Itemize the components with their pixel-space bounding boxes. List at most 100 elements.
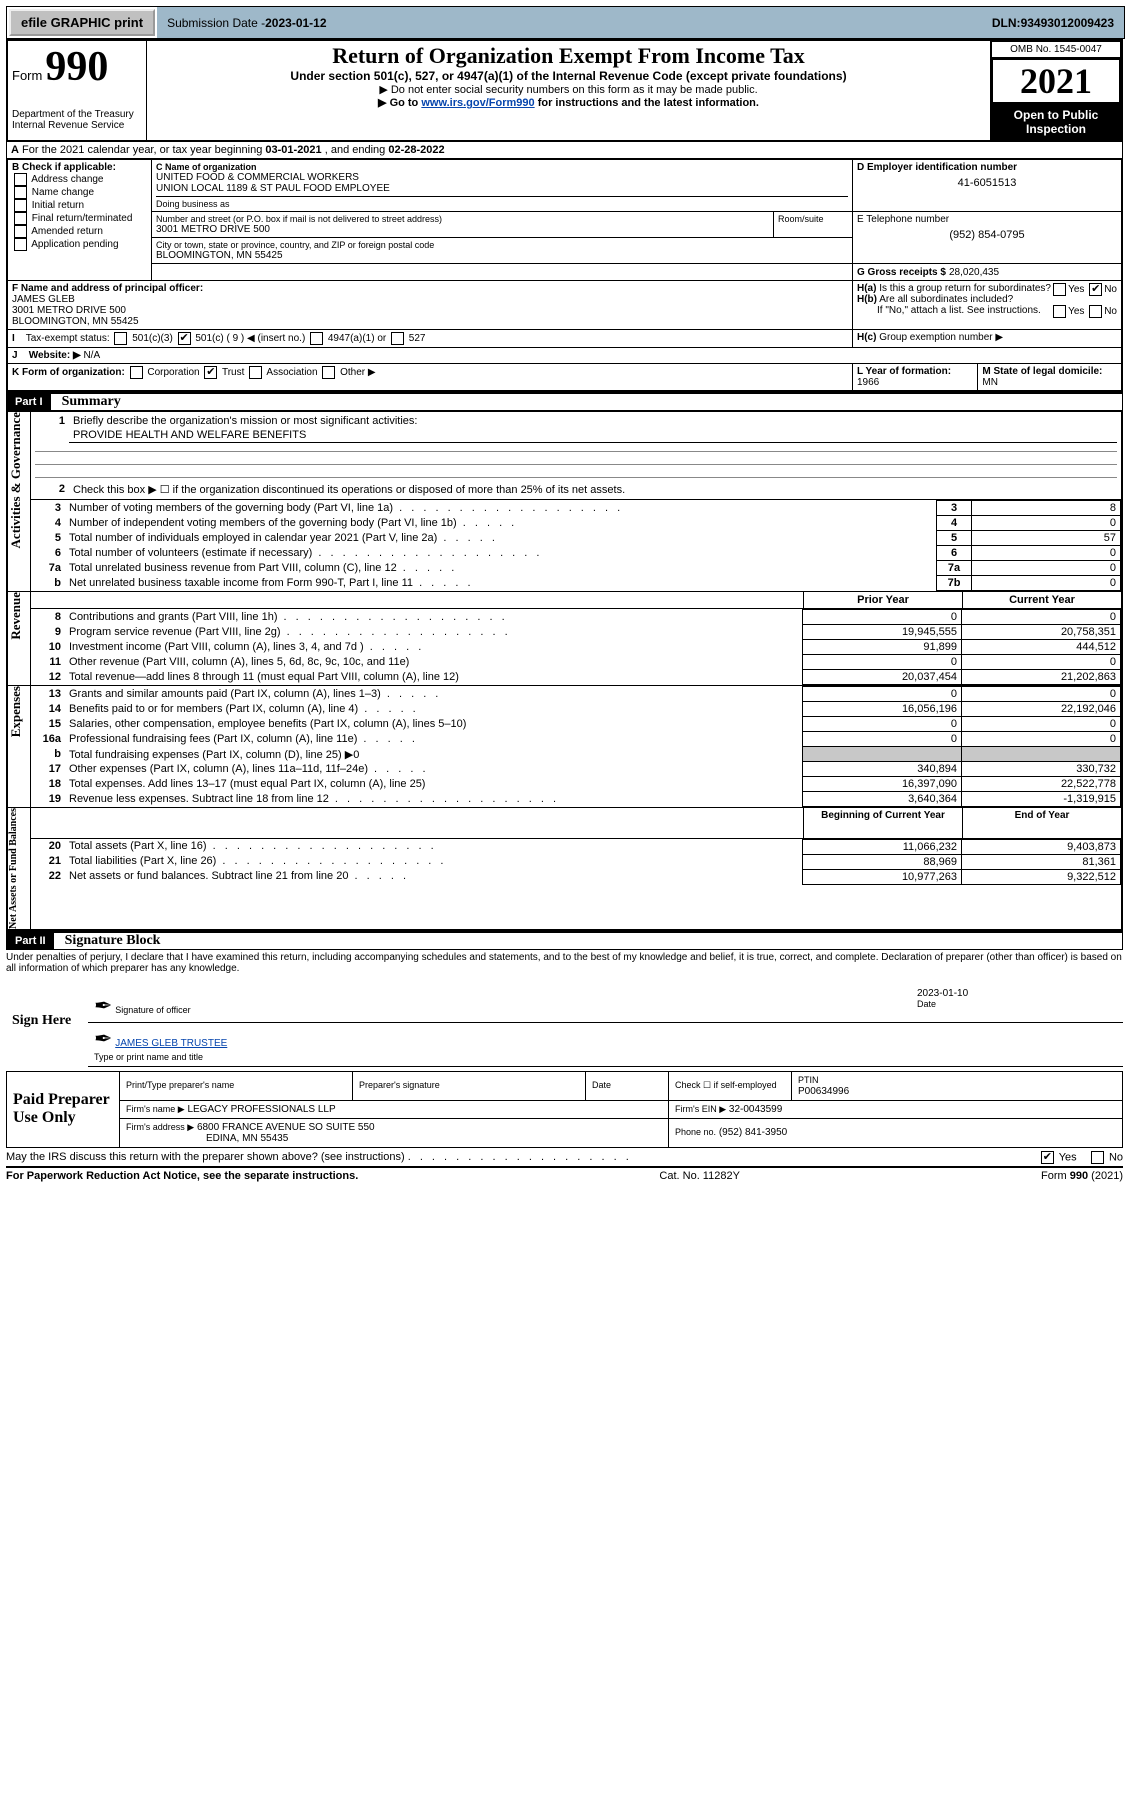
footer-row: For Paperwork Reduction Act Notice, see …	[6, 1168, 1123, 1184]
line-text: Total fundraising expenses (Part IX, col…	[65, 747, 803, 762]
boxb-checkbox[interactable]	[14, 238, 27, 251]
boxb-checkbox[interactable]	[14, 225, 27, 238]
prep-date-label: Date	[592, 1080, 611, 1090]
irs-link[interactable]: www.irs.gov/Form990	[421, 97, 534, 109]
ein-value: 41-6051513	[857, 173, 1117, 193]
addr-label: Number and street (or P.O. box if mail i…	[156, 214, 769, 224]
return-title: Return of Organization Exempt From Incom…	[151, 43, 986, 69]
efile-print-button[interactable]: efile GRAPHIC print	[9, 9, 155, 36]
line-text: Total liabilities (Part X, line 26)	[65, 854, 803, 869]
tax-year: 2021	[991, 58, 1121, 104]
hb-no-checkbox[interactable]	[1089, 305, 1102, 318]
ha-no-checkbox[interactable]	[1089, 283, 1102, 296]
col-end-year: End of Year	[963, 808, 1123, 839]
side-expenses: Expenses	[8, 686, 24, 737]
officer-name: JAMES GLEB	[12, 294, 848, 305]
box-i-label: Tax-exempt status:	[26, 333, 110, 344]
box-c-label: C Name of organization	[156, 162, 848, 172]
header-sub1: Under section 501(c), 527, or 4947(a)(1)…	[151, 69, 986, 83]
part1-header-row: Part I Summary	[6, 392, 1123, 411]
boxk-checkbox[interactable]	[249, 366, 262, 379]
box-e-label: E Telephone number	[857, 214, 1117, 225]
firm-addr1: 6800 FRANCE AVENUE SO SUITE 550	[197, 1122, 375, 1133]
line-text: Salaries, other compensation, employee b…	[65, 717, 803, 732]
entity-info-table: B Check if applicable: Address change Na…	[6, 159, 1123, 392]
side-revenue: Revenue	[8, 592, 24, 640]
top-toolbar: efile GRAPHIC print Submission Date - 20…	[6, 6, 1125, 39]
i-4947-checkbox[interactable]	[310, 332, 323, 345]
i-501c3-checkbox[interactable]	[114, 332, 127, 345]
firm-name: LEGACY PROFESSIONALS LLP	[187, 1104, 335, 1115]
dln-box: DLN: 93493012009423	[982, 7, 1124, 38]
gross-receipts: 28,020,435	[949, 267, 999, 278]
discuss-no-checkbox[interactable]	[1091, 1151, 1104, 1164]
hb-yes: Yes	[1068, 306, 1084, 317]
box-k-label: K Form of organization:	[12, 367, 125, 378]
sign-here-label: Sign Here	[6, 976, 88, 1067]
city-label: City or town, state or province, country…	[156, 240, 848, 250]
line-text: Contributions and grants (Part VIII, lin…	[65, 610, 803, 625]
firm-ein-label: Firm's EIN ▶	[675, 1104, 726, 1114]
boxb-checkbox[interactable]	[14, 199, 27, 212]
boxk-checkbox[interactable]	[204, 366, 217, 379]
dln-label: DLN:	[992, 16, 1021, 30]
cat-no: Cat. No. 11282Y	[659, 1170, 740, 1182]
line-text: Investment income (Part VIII, column (A)…	[65, 640, 803, 655]
boxk-checkbox[interactable]	[130, 366, 143, 379]
boxb-checkbox[interactable]	[14, 212, 27, 225]
rows-revenue: 8Contributions and grants (Part VIII, li…	[31, 609, 1121, 685]
side-activities-governance: Activities & Governance	[8, 412, 24, 548]
prep-sig-label: Preparer's signature	[359, 1080, 440, 1090]
boxk-checkbox[interactable]	[322, 366, 335, 379]
phone-label: Phone no.	[675, 1127, 716, 1137]
box-j-label: Website: ▶	[29, 350, 81, 361]
toolbar-spacer	[337, 7, 982, 38]
part1-header: Part I	[7, 394, 51, 410]
sub3-post: for instructions and the latest informat…	[538, 97, 759, 109]
i-501c: 501(c) ( 9 ) ◀ (insert no.)	[195, 333, 305, 344]
street-value: 3001 METRO DRIVE 500	[156, 224, 769, 235]
city-value: BLOOMINGTON, MN 55425	[156, 250, 848, 261]
officer-name-sig[interactable]: JAMES GLEB TRUSTEE	[115, 1038, 227, 1049]
i-501c-checkbox[interactable]	[178, 332, 191, 345]
open-to-public: Open to Public Inspection	[991, 104, 1121, 140]
discuss-yes-checkbox[interactable]	[1041, 1151, 1054, 1164]
line-text: Total assets (Part X, line 16)	[65, 839, 803, 854]
officer-street: 3001 METRO DRIVE 500	[12, 305, 848, 316]
part2-header-row: Part II Signature Block	[6, 931, 1123, 950]
sub3-pre: ▶ Go to	[378, 97, 421, 109]
paid-preparer-label: Paid Preparer Use Only	[7, 1071, 120, 1147]
part2-title: Signature Block	[57, 933, 161, 949]
submission-date-value: 2023-01-12	[265, 16, 326, 30]
submission-date-label: Submission Date -	[167, 16, 265, 30]
hb-no: No	[1104, 306, 1117, 317]
declaration-text: Under penalties of perjury, I declare th…	[6, 950, 1123, 976]
ha-yes-checkbox[interactable]	[1053, 283, 1066, 296]
rows-activities-governance: 3Number of voting members of the governi…	[31, 500, 1121, 591]
website-value: N/A	[83, 350, 100, 361]
period-pre: For the 2021 calendar year, or tax year …	[22, 144, 265, 156]
boxb-checkbox[interactable]	[14, 186, 27, 199]
phone-value: (952) 854-0795	[857, 225, 1117, 245]
i-501c3: 501(c)(3)	[132, 333, 173, 344]
period-mid: , and ending	[325, 144, 389, 156]
ha-no: No	[1104, 284, 1117, 295]
preparer-table: Paid Preparer Use Only Print/Type prepar…	[6, 1071, 1123, 1148]
hb-yes-checkbox[interactable]	[1053, 305, 1066, 318]
line-text: Total revenue—add lines 8 through 11 (mu…	[65, 670, 803, 685]
box-b-items: Address change Name change Initial retur…	[12, 173, 147, 251]
hb-note: If "No," attach a list. See instructions…	[857, 305, 1041, 316]
i-527-checkbox[interactable]	[391, 332, 404, 345]
pen-icon: ✒	[94, 993, 112, 1018]
header-sub3: ▶ Go to www.irs.gov/Form990 for instruct…	[151, 96, 986, 109]
part2-header: Part II	[7, 933, 54, 949]
discuss-no: No	[1109, 1151, 1123, 1163]
period-end: 02-28-2022	[388, 144, 444, 156]
firm-ein: 32-0043599	[729, 1104, 782, 1115]
discuss-text: May the IRS discuss this return with the…	[6, 1151, 405, 1163]
line-text: Benefits paid to or for members (Part IX…	[65, 702, 803, 717]
officer-type-label: Type or print name and title	[94, 1052, 203, 1062]
i-4947: 4947(a)(1) or	[328, 333, 386, 344]
boxb-checkbox[interactable]	[14, 173, 27, 186]
l2-text: Check this box ▶ ☐ if the organization d…	[69, 482, 1117, 497]
